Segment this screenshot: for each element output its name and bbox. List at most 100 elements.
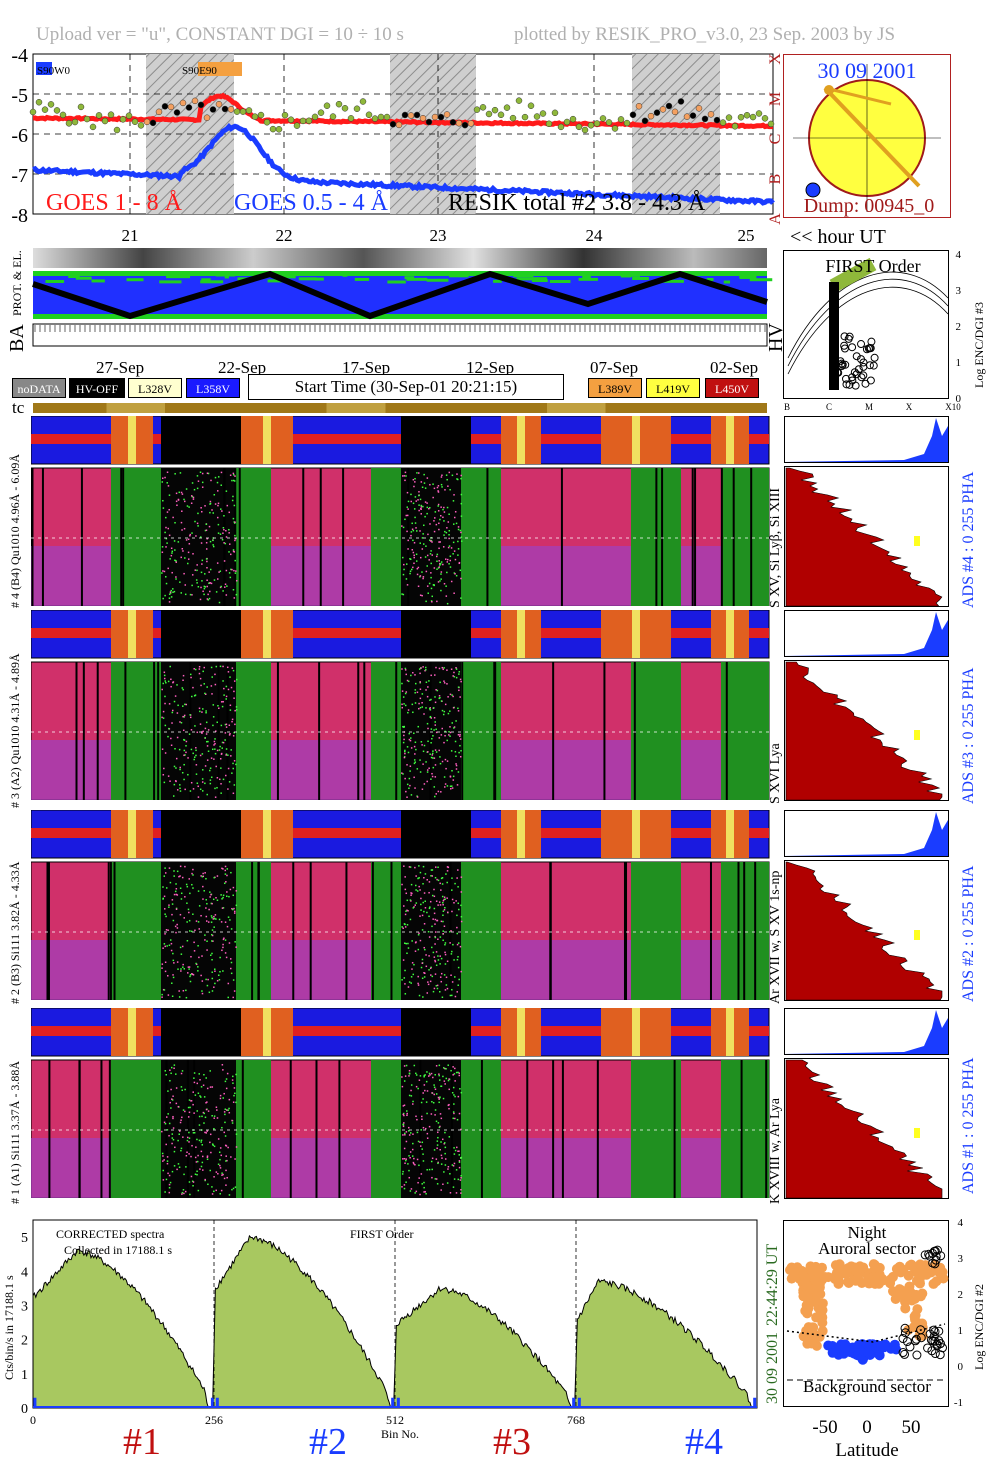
spectrogram-dot: [211, 916, 213, 919]
spectrogram-dot: [417, 499, 419, 501]
spectrogram-dot: [406, 679, 409, 682]
pha-dark: [161, 810, 241, 858]
spectrogram-dot: [401, 883, 403, 886]
spectrogram-dot: [234, 539, 236, 542]
spectrogram-dot: [431, 1092, 433, 1094]
spectrogram-dot: [407, 680, 410, 683]
spectrogram-dot: [404, 777, 406, 780]
spectrogram-dot: [459, 738, 462, 740]
l389-button[interactable]: L389V: [588, 378, 642, 398]
spectrogram-line: [363, 662, 366, 800]
spectrogram-dot: [220, 484, 222, 486]
spectrogram-dot: [181, 687, 184, 689]
spectrogram-dot: [205, 548, 208, 550]
l419-button[interactable]: L419V: [646, 378, 700, 398]
nodata-button[interactable]: noDATA: [12, 378, 66, 398]
spectrogram-dot: [405, 1131, 408, 1133]
spectrogram-dot: [170, 678, 172, 681]
spectrogram-dot: [229, 709, 232, 711]
spectrogram-dot: [449, 488, 451, 491]
spectrogram-dot: [206, 949, 208, 951]
spectrogram-dot: [432, 951, 435, 954]
l328-button[interactable]: L328V: [128, 378, 182, 398]
spectrogram-dot: [457, 707, 459, 710]
spectrogram-dot: [412, 539, 414, 542]
spectrogram-dot: [451, 785, 453, 787]
spectrogram-dot: [410, 794, 413, 796]
spectrogram-dot: [409, 1190, 412, 1192]
pha-dark: [401, 416, 471, 464]
spectrogram-dot: [403, 1080, 406, 1082]
spectrogram-dot: [419, 1075, 422, 1077]
fo-point: [840, 332, 849, 341]
spectrogram-dot: [446, 602, 449, 605]
spectrogram-dot: [427, 983, 430, 986]
spectrogram-dot: [439, 963, 441, 965]
spectrogram-dot: [187, 757, 189, 759]
spectrogram-dot: [444, 906, 446, 909]
spectrogram-dot: [180, 1072, 183, 1075]
spectrogram-dot: [174, 695, 177, 697]
spectrogram-line: [743, 862, 746, 1000]
spectrogram-dot: [180, 968, 182, 970]
spectrogram-dot: [414, 674, 416, 676]
spectrogram-dot: [195, 1161, 198, 1163]
spectrogram-dot: [443, 680, 445, 682]
spectrogram-dot: [422, 576, 425, 578]
spectrogram-dot: [453, 726, 456, 728]
spectrogram-line: [603, 662, 606, 800]
spectrogram-dot: [454, 976, 456, 978]
spectrogram-dot: [202, 872, 204, 875]
spectrogram-dot: [402, 556, 404, 559]
spectrogram-dot: [202, 590, 204, 593]
proton-green-mark: [159, 280, 182, 284]
spectrogram-dot: [231, 907, 233, 910]
spectrogram-dot: [460, 531, 462, 534]
spectrogram-dot: [168, 597, 171, 599]
l358-button[interactable]: L358V: [186, 378, 240, 398]
spectrogram-dot: [172, 959, 175, 962]
spectrogram-dot: [198, 1124, 201, 1126]
spectrogram-dot: [183, 917, 185, 919]
spectrogram-dot: [452, 1074, 454, 1076]
resik-point: [533, 113, 541, 120]
spectrogram-dot: [209, 891, 211, 893]
spectrogram-dot: [180, 556, 182, 559]
spectrogram-dot: [171, 711, 174, 714]
spectrogram-dot: [206, 1101, 208, 1103]
spectrogram-dot: [170, 1088, 172, 1091]
spectrogram-dot: [432, 1076, 434, 1079]
spectrogram-dot: [168, 1183, 171, 1186]
spectrogram-dot: [216, 490, 219, 492]
scatter-column: [829, 282, 839, 390]
lat-orange-point: [903, 1270, 914, 1281]
proton-green-mark: [632, 276, 649, 280]
resik-point: [485, 110, 493, 118]
proton-green-bottom: [33, 314, 767, 319]
spectrogram-dot: [460, 540, 463, 542]
spectrogram-dot: [444, 989, 447, 991]
spectrogram-dot: [202, 708, 204, 710]
hvoff-button[interactable]: HV-OFF: [69, 378, 125, 398]
legend-goes1: GOES 1 - 8 Å: [46, 190, 183, 216]
spectrogram-dot: [432, 483, 434, 485]
spectrogram-dot: [440, 561, 443, 563]
spectrogram-dot: [205, 1102, 207, 1104]
spectrogram-dot: [204, 934, 206, 936]
spectrogram-dot: [207, 750, 210, 753]
spectrogram-dot: [163, 1121, 166, 1124]
spectrogram-dot: [216, 776, 219, 779]
spectrogram-dot: [424, 669, 426, 672]
spectrogram-dot: [414, 950, 417, 952]
spectrogram-dot: [215, 1189, 217, 1192]
spectrogram-dot: [404, 752, 406, 755]
spectrogram-dot: [412, 566, 414, 569]
spectrogram-dot: [460, 577, 462, 580]
spectrogram-dot: [412, 1103, 414, 1105]
spectrogram-dot: [443, 741, 445, 744]
spectrogram-dot: [209, 1133, 212, 1136]
lat-orange-point: [887, 1271, 898, 1282]
spectrogram-dot: [207, 599, 209, 601]
timeline-dates: 27-Sep 22-Sep 17-Sep 12-Sep 07-Sep 02-Se…: [0, 356, 780, 380]
l450-button[interactable]: L450V: [705, 378, 759, 398]
